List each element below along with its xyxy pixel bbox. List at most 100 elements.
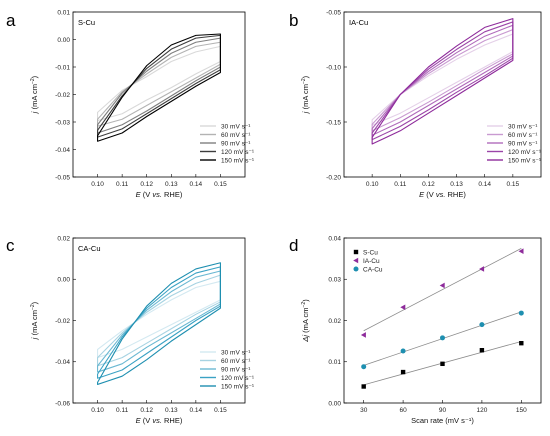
x-tick-label: 30 bbox=[360, 407, 368, 414]
label-part: E bbox=[136, 416, 142, 425]
panel-title: S-Cu bbox=[78, 18, 95, 27]
legend-label: S-Cu bbox=[363, 249, 378, 256]
cv-loop bbox=[97, 266, 221, 379]
label-part: ) bbox=[301, 75, 310, 78]
y-tick-label: 0.03 bbox=[328, 277, 341, 284]
label-part: ) bbox=[30, 301, 39, 304]
legend-label: 120 mV s⁻¹ bbox=[221, 375, 255, 382]
y-axis-label: j (mA cm−2) bbox=[301, 75, 310, 114]
label-part: E bbox=[136, 190, 142, 199]
panel-label: d bbox=[289, 236, 298, 255]
y-tick-label: 0.04 bbox=[328, 235, 341, 242]
data-point bbox=[479, 322, 485, 328]
label-part: j bbox=[30, 111, 39, 114]
x-axis-label: E (V vs. RHE) bbox=[419, 190, 466, 199]
panel-d: 30 60 90 120 150 0.00 0.01 0.02 0.03 0.04 d Scan ra… bbox=[289, 235, 542, 425]
panel-c: 0.10 0.11 0.12 0.13 0.14 0.15 0.02 0.00 -0.02 -0.… bbox=[6, 235, 255, 425]
label-part: (mA cm bbox=[30, 310, 39, 338]
legend-marker bbox=[353, 257, 359, 264]
data-point bbox=[518, 310, 524, 316]
y-axis-label: j (mA cm−2) bbox=[30, 75, 39, 114]
cv-loop bbox=[97, 262, 221, 385]
x-tick-label: 0.14 bbox=[478, 181, 491, 188]
x-tick-label: 0.15 bbox=[214, 181, 227, 188]
y-tick-label: 0.02 bbox=[57, 235, 70, 242]
x-tick-label: 0.15 bbox=[214, 407, 227, 414]
legend-label: 30 mV s⁻¹ bbox=[508, 123, 538, 130]
label-part: RHE) bbox=[445, 190, 466, 199]
y-tick-label: -0.01 bbox=[55, 64, 70, 71]
x-tick-label: 0.10 bbox=[91, 407, 104, 414]
legend-label: 60 mV s⁻¹ bbox=[221, 358, 251, 365]
legend-label: 120 mV s⁻¹ bbox=[221, 149, 255, 156]
x-tick-label: 150 bbox=[516, 407, 527, 414]
x-tick-label: 0.15 bbox=[507, 181, 520, 188]
panel-label: c bbox=[6, 236, 15, 255]
x-tick-label: 0.13 bbox=[450, 181, 463, 188]
panel-label: a bbox=[6, 11, 16, 30]
label-part: −2 bbox=[301, 78, 307, 84]
cv-loop bbox=[371, 21, 514, 141]
y-tick-label: 0.02 bbox=[328, 318, 341, 325]
plot-frame bbox=[72, 11, 246, 178]
label-part: vs. bbox=[152, 190, 162, 199]
legend-label: 30 mV s⁻¹ bbox=[221, 349, 251, 356]
cv-loop bbox=[97, 33, 221, 142]
label-part: RHE) bbox=[162, 416, 183, 425]
label-part: (mA cm bbox=[301, 308, 310, 336]
x-tick-label: 0.13 bbox=[165, 181, 178, 188]
legend-label: 150 mV s⁻¹ bbox=[508, 157, 542, 164]
y-tick-label: -0.02 bbox=[55, 92, 70, 99]
y-tick-label: -0.02 bbox=[55, 318, 70, 325]
label-part: ) bbox=[30, 75, 39, 78]
label-part: j bbox=[301, 111, 310, 114]
label-part: (mA cm bbox=[301, 84, 310, 112]
x-tick-label: 0.10 bbox=[91, 181, 104, 188]
label-part: E bbox=[419, 190, 425, 199]
data-point bbox=[519, 340, 524, 346]
panel-title: CA-Cu bbox=[78, 244, 101, 253]
x-tick-label: 0.13 bbox=[165, 407, 178, 414]
data-point bbox=[479, 348, 485, 353]
x-tick-label: 0.12 bbox=[422, 181, 435, 188]
y-tick-label: -0.10 bbox=[326, 64, 341, 71]
legend-label: 30 mV s⁻¹ bbox=[221, 123, 251, 130]
legend-label: 90 mV s⁻¹ bbox=[508, 140, 538, 147]
cv-loop bbox=[371, 33, 514, 126]
legend-label: 60 mV s⁻¹ bbox=[508, 132, 538, 139]
panel-a: 0.10 0.11 0.12 0.13 0.14 0.15 0.01 0.00 -0.01 -0.… bbox=[6, 9, 255, 199]
cv-loop bbox=[97, 37, 221, 134]
legend-label: IA-Cu bbox=[363, 258, 380, 265]
x-tick-label: 0.14 bbox=[190, 181, 203, 188]
fit-line bbox=[363, 248, 522, 332]
label-part: RHE) bbox=[162, 190, 183, 199]
y-tick-label: -0.03 bbox=[55, 119, 70, 126]
y-tick-label: -0.20 bbox=[326, 174, 341, 181]
data-point bbox=[400, 304, 406, 311]
legend-marker bbox=[353, 266, 359, 272]
panel-title: IA-Cu bbox=[349, 18, 368, 27]
data-point bbox=[360, 332, 366, 338]
panel-label: b bbox=[289, 11, 298, 30]
legend-label: 90 mV s⁻¹ bbox=[221, 366, 251, 373]
y-axis-label: j (mA cm−2) bbox=[30, 301, 39, 340]
legend-label: 150 mV s⁻¹ bbox=[221, 157, 255, 164]
label-part: Δj bbox=[301, 335, 310, 343]
label-part: vs. bbox=[436, 190, 446, 199]
y-tick-label: 0.00 bbox=[328, 400, 341, 407]
x-tick-label: 0.12 bbox=[140, 181, 153, 188]
x-tick-label: 0.14 bbox=[190, 407, 203, 414]
x-tick-label: 60 bbox=[399, 407, 407, 414]
label-part: ) bbox=[301, 299, 310, 302]
y-tick-label: -0.04 bbox=[55, 147, 70, 154]
data-point bbox=[440, 335, 445, 341]
x-tick-label: 90 bbox=[439, 407, 447, 414]
cv-loop bbox=[371, 18, 514, 145]
legend-marker bbox=[353, 249, 359, 255]
data-point bbox=[479, 266, 485, 272]
y-tick-label: 0.01 bbox=[57, 9, 70, 16]
panel-b: 0.10 0.11 0.12 0.13 0.14 0.15 -0.05 -0.10 -0.15 -… bbox=[289, 9, 542, 199]
y-tick-label: -0.06 bbox=[55, 400, 70, 407]
label-part: (mA cm bbox=[30, 84, 39, 112]
